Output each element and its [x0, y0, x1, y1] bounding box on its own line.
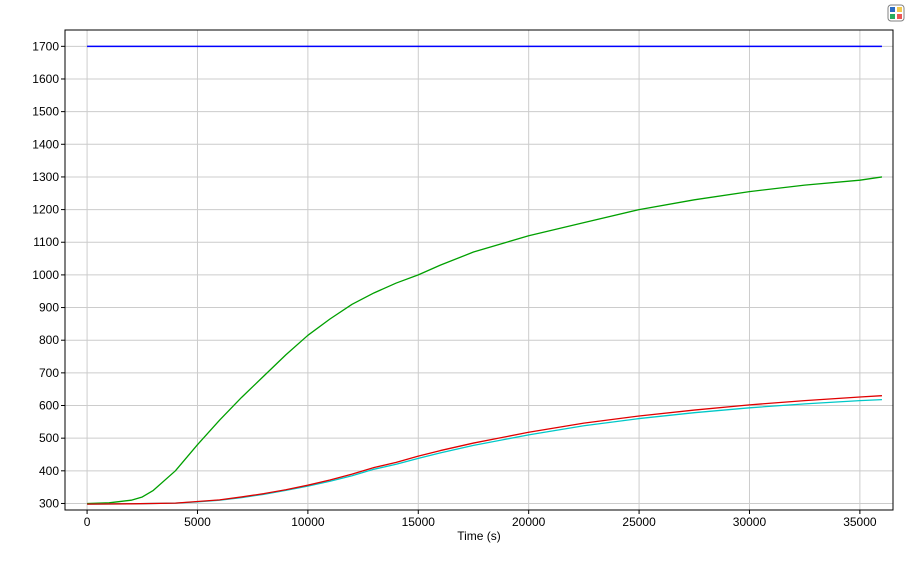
- series-cyan-lower: [87, 400, 882, 504]
- x-tick-label: 20000: [512, 515, 546, 529]
- y-tick-label: 800: [39, 333, 59, 347]
- y-tick-label: 1600: [32, 72, 59, 86]
- y-tick-label: 1700: [32, 39, 59, 53]
- x-axis-label: Time (s): [457, 529, 501, 543]
- y-tick-label: 1100: [33, 235, 59, 249]
- x-tick-label: 30000: [733, 515, 767, 529]
- x-tick-label: 10000: [291, 515, 325, 529]
- series-red-upper: [87, 396, 882, 504]
- y-tick-label: 300: [39, 496, 59, 510]
- y-tick-label: 500: [39, 431, 59, 445]
- y-tick-label: 1400: [32, 137, 59, 151]
- x-tick-label: 5000: [184, 515, 211, 529]
- y-tick-label: 1200: [32, 203, 59, 217]
- y-tick-label: 1000: [32, 268, 59, 282]
- y-tick-label: 1300: [32, 170, 59, 184]
- y-tick-label: 700: [39, 366, 59, 380]
- time-series-chart: 0 5000 10000 15000 20000 25000 30000 35000 300 40…: [10, 20, 903, 556]
- y-tick-label: 600: [39, 399, 59, 413]
- x-tick-label: 15000: [402, 515, 436, 529]
- x-tick-label: 35000: [843, 515, 877, 529]
- y-tick-label: 400: [39, 464, 59, 478]
- x-tick-label: 25000: [622, 515, 656, 529]
- y-tick-label: 900: [39, 301, 59, 315]
- x-tick-label: 0: [84, 515, 91, 529]
- y-tick-label: 1500: [32, 105, 59, 119]
